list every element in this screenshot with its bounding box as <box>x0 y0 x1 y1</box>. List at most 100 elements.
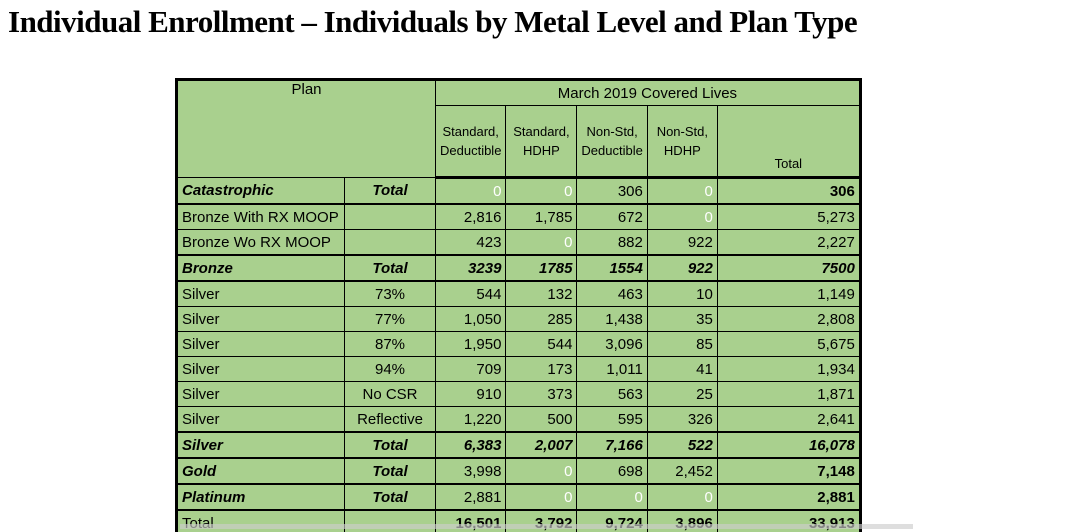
plan-label: Catastrophic <box>176 177 345 205</box>
value-cell: 35 <box>646 306 718 332</box>
column-header-standard-hdhp: Standard, HDHP <box>505 105 578 179</box>
header-row-group: Plan March 2019 Covered Lives <box>176 79 861 178</box>
plan-label: Bronze With RX MOOP <box>176 203 345 230</box>
plan-label: Silver <box>176 331 345 357</box>
value-cell: 0 <box>505 457 578 485</box>
table-row-silver-total: Silver Total 6,383 2,007 7,166 522 16,07… <box>176 431 861 459</box>
value-cell: 922 <box>646 254 718 282</box>
row-total-cell: 2,641 <box>716 406 861 433</box>
plan-column-header: Plan <box>176 79 436 178</box>
value-cell: 1,011 <box>576 356 648 382</box>
value-cell: 544 <box>434 280 507 307</box>
value-cell: 910 <box>434 381 507 407</box>
plan-label: Gold <box>176 457 345 485</box>
column-header-total: Total <box>716 105 861 179</box>
value-cell: 285 <box>505 306 578 332</box>
enrollment-table: Plan March 2019 Covered Lives Standard, … <box>175 78 862 532</box>
row-total-cell: 1,934 <box>716 356 861 382</box>
value-cell: 10 <box>646 280 718 307</box>
value-cell: 3239 <box>434 254 507 282</box>
row-total-cell: 1,149 <box>716 280 861 307</box>
value-cell: 326 <box>646 406 718 433</box>
value-cell: 2,452 <box>646 457 718 485</box>
value-cell: 522 <box>646 431 718 459</box>
table-row-bronze-with-rx-moop: Bronze With RX MOOP 2,816 1,785 672 0 5,… <box>176 203 861 230</box>
value-cell: 2,007 <box>505 431 578 459</box>
table-row-silver-77: Silver 77% 1,050 285 1,438 35 2,808 <box>176 306 861 332</box>
covered-lives-group-header: March 2019 Covered Lives <box>435 79 861 106</box>
plan-sublabel: No CSR <box>344 381 436 407</box>
plan-label: Bronze Wo RX MOOP <box>176 229 345 256</box>
column-header-nonstd-hdhp: Non-Std, HDHP <box>646 105 718 179</box>
value-cell: 3,096 <box>576 331 648 357</box>
value-cell: 0 <box>576 483 648 511</box>
value-cell: 0 <box>505 177 578 205</box>
value-cell: 544 <box>505 331 578 357</box>
value-cell: 1785 <box>505 254 578 282</box>
row-total-cell: 1,871 <box>716 381 861 407</box>
value-cell: 1,785 <box>505 203 578 230</box>
plan-label: Silver <box>176 431 345 459</box>
plan-sublabel: Total <box>344 457 436 485</box>
table-row-bronze-wo-rx-moop: Bronze Wo RX MOOP 423 0 882 922 2,227 <box>176 229 861 256</box>
value-cell: 2,881 <box>434 483 507 511</box>
plan-sublabel: Total <box>344 254 436 282</box>
plan-sublabel: Total <box>344 483 436 511</box>
column-header-nonstd-deductible: Non-Std, Deductible <box>576 105 648 179</box>
value-cell: 306 <box>576 177 648 205</box>
value-cell: 1,438 <box>576 306 648 332</box>
value-cell: 173 <box>505 356 578 382</box>
row-total-cell: 7500 <box>716 254 861 282</box>
value-cell: 595 <box>576 406 648 433</box>
plan-sublabel: Reflective <box>344 406 436 433</box>
plan-sublabel <box>344 203 436 230</box>
value-cell: 0 <box>646 483 718 511</box>
plan-label: Silver <box>176 356 345 382</box>
plan-sublabel: Total <box>344 177 436 205</box>
row-total-cell: 306 <box>716 177 861 205</box>
value-cell: 463 <box>576 280 648 307</box>
value-cell: 2,816 <box>434 203 507 230</box>
plan-label: Bronze <box>176 254 345 282</box>
plan-sublabel: 73% <box>344 280 436 307</box>
next-row-artifact <box>180 524 913 529</box>
row-total-cell: 2,881 <box>716 483 861 511</box>
row-total-cell: 2,227 <box>716 229 861 256</box>
value-cell: 709 <box>434 356 507 382</box>
plan-label: Platinum <box>176 483 345 511</box>
table-row-catastrophic-total: Catastrophic Total 0 0 306 0 306 <box>176 177 861 205</box>
table-row-platinum-total: Platinum Total 2,881 0 0 0 2,881 <box>176 483 861 511</box>
value-cell: 7,166 <box>576 431 648 459</box>
plan-label: Silver <box>176 280 345 307</box>
plan-sublabel: Total <box>344 431 436 459</box>
row-total-cell: 16,078 <box>716 431 861 459</box>
plan-sublabel: 87% <box>344 331 436 357</box>
value-cell: 882 <box>576 229 648 256</box>
value-cell: 922 <box>646 229 718 256</box>
table-row-silver-reflective: Silver Reflective 1,220 500 595 326 2,64… <box>176 406 861 433</box>
header-row-columns: Standard, Deductible Standard, HDHP Non-… <box>177 105 861 179</box>
value-cell: 1,220 <box>434 406 507 433</box>
value-cell: 132 <box>505 280 578 307</box>
plan-label: Silver <box>176 406 345 433</box>
value-cell: 0 <box>505 229 578 256</box>
column-header-standard-deductible: Standard, Deductible <box>434 105 507 179</box>
plan-sublabel <box>344 229 436 256</box>
row-total-cell: 5,675 <box>716 331 861 357</box>
table-row-silver-73: Silver 73% 544 132 463 10 1,149 <box>176 280 861 307</box>
table-row-silver-no-csr: Silver No CSR 910 373 563 25 1,871 <box>176 381 861 407</box>
row-total-cell: 7,148 <box>716 457 861 485</box>
value-cell: 85 <box>646 331 718 357</box>
value-cell: 0 <box>646 177 718 205</box>
value-cell: 6,383 <box>434 431 507 459</box>
value-cell: 41 <box>646 356 718 382</box>
value-cell: 563 <box>576 381 648 407</box>
plan-sublabel: 94% <box>344 356 436 382</box>
plan-label: Silver <box>176 306 345 332</box>
row-total-cell: 5,273 <box>716 203 861 230</box>
value-cell: 3,998 <box>434 457 507 485</box>
table-row-gold-total: Gold Total 3,998 0 698 2,452 7,148 <box>176 457 861 485</box>
value-cell: 0 <box>434 177 507 205</box>
row-total-cell: 2,808 <box>716 306 861 332</box>
plan-sublabel: 77% <box>344 306 436 332</box>
